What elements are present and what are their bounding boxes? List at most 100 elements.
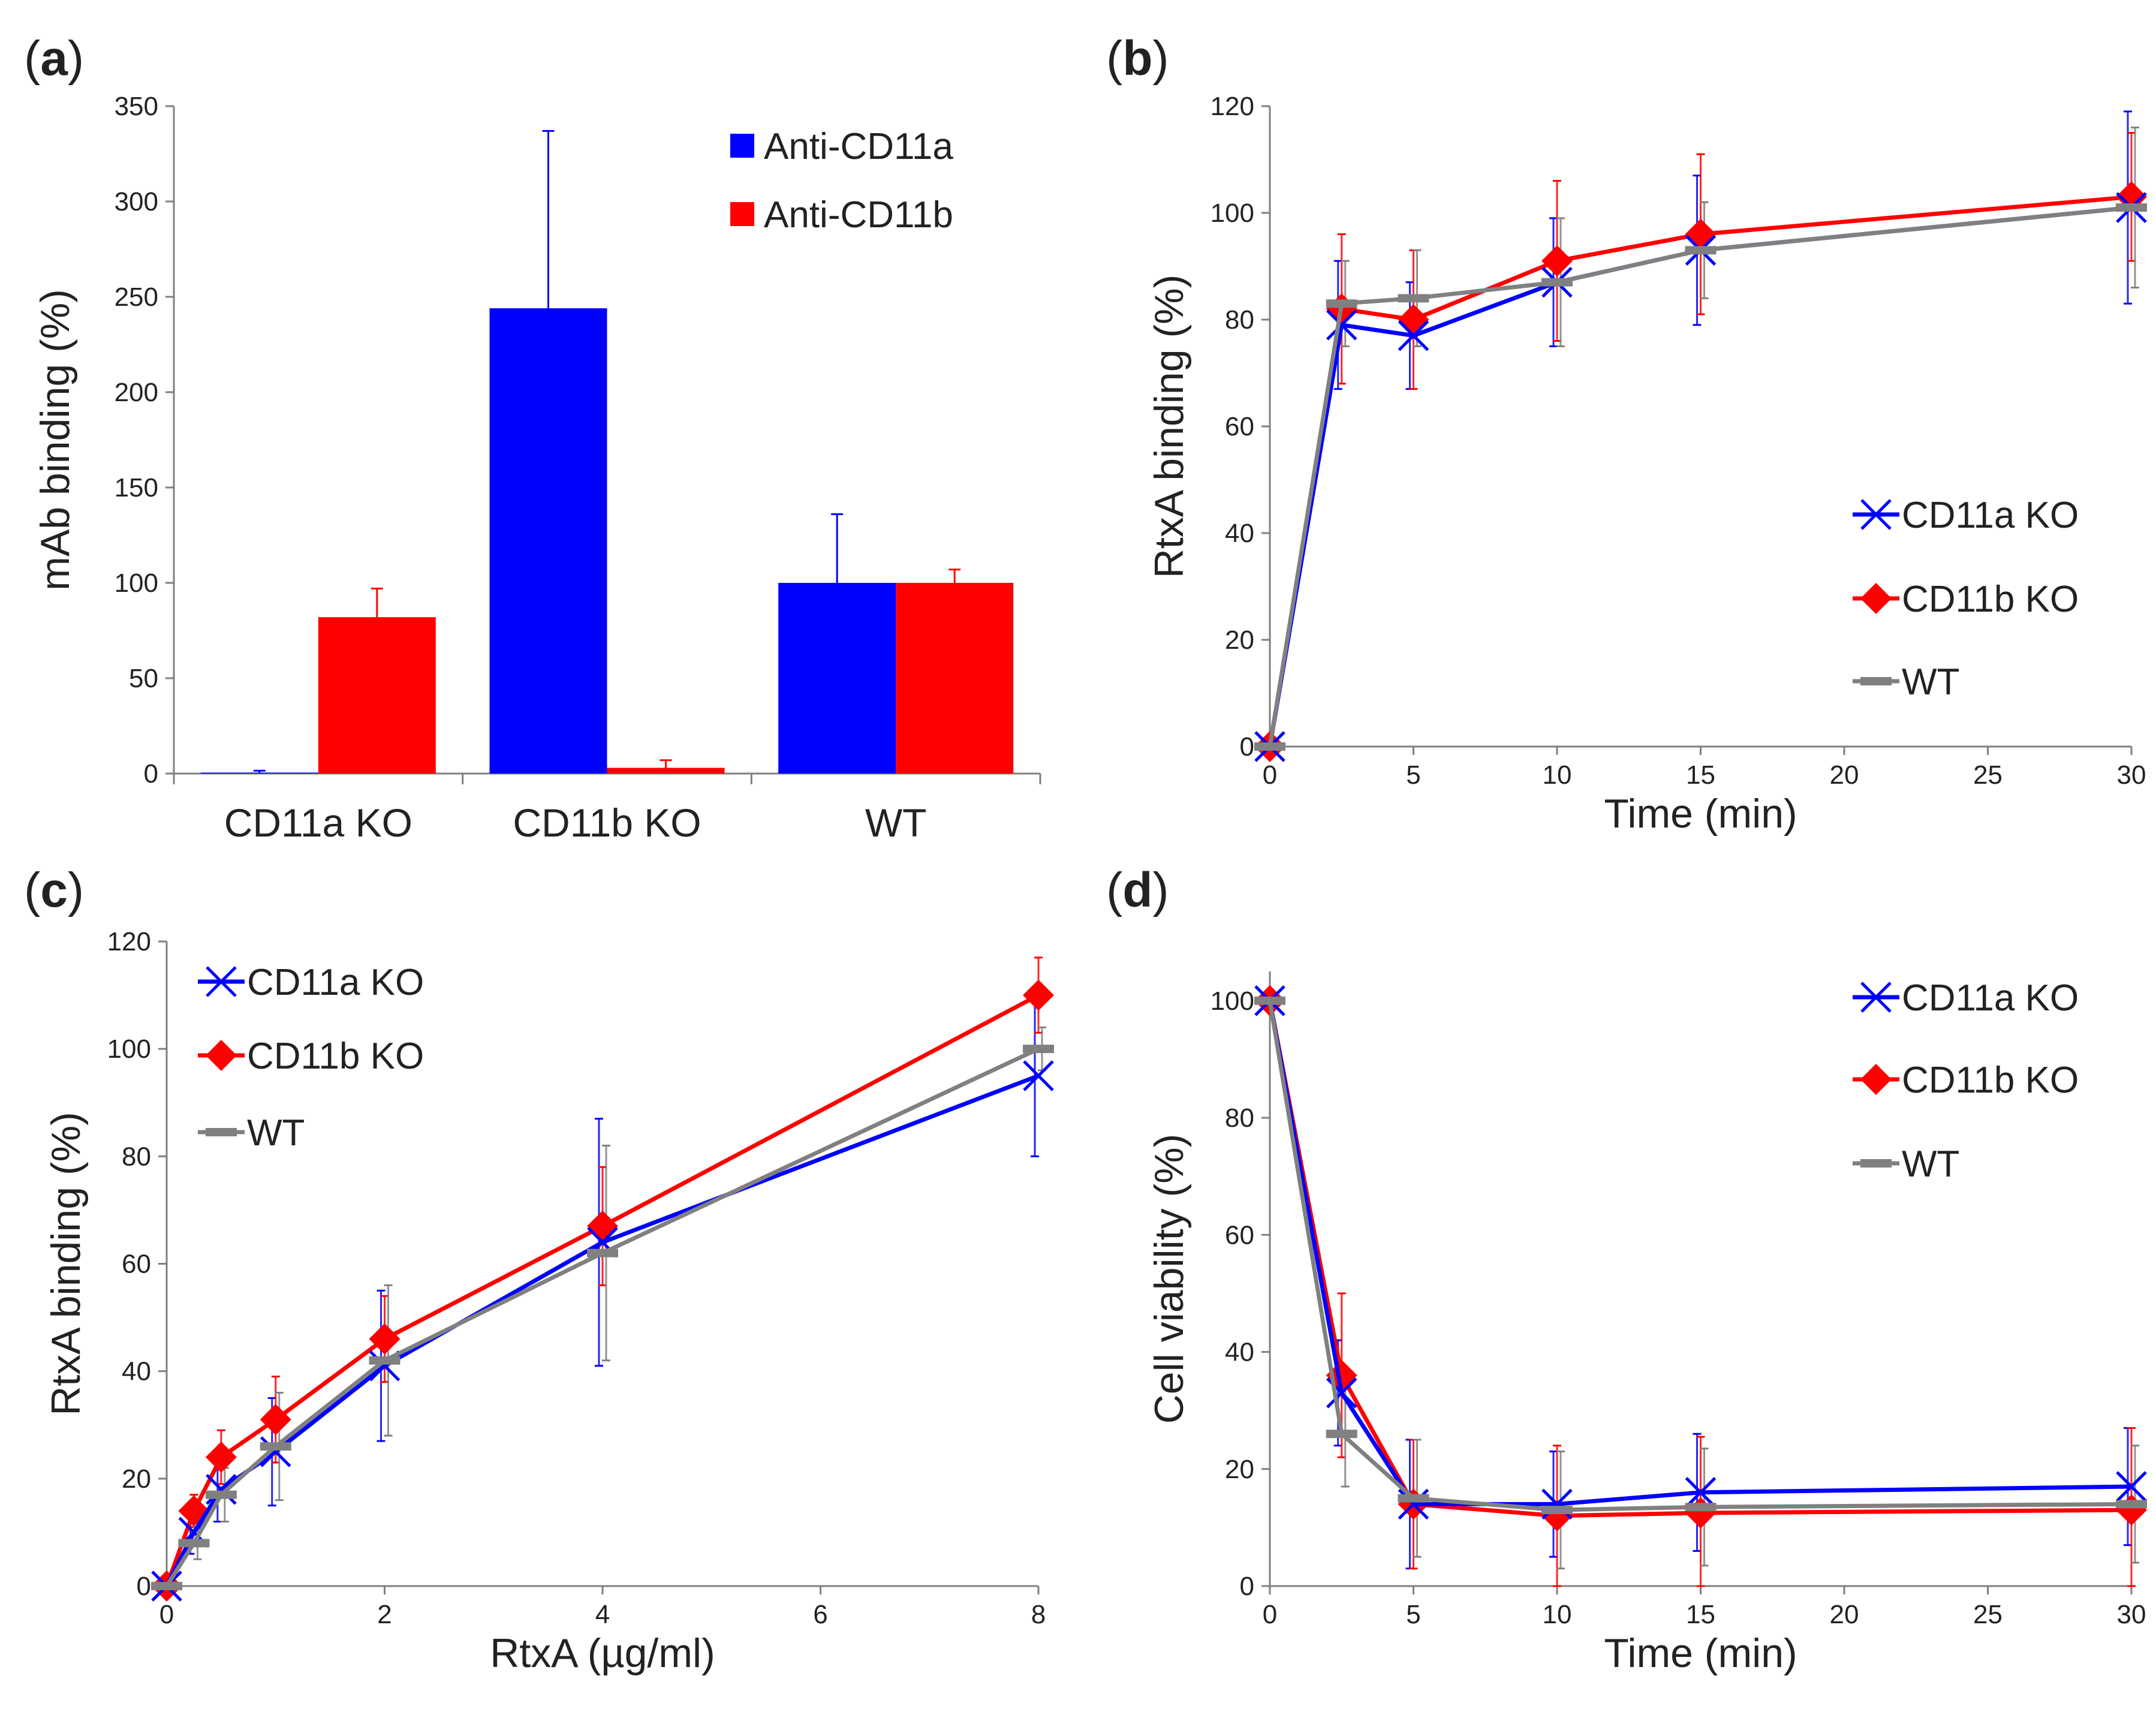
y-tick-label: 40: [1225, 1338, 1254, 1367]
marker-x: [1685, 1477, 1717, 1508]
y-tick-label: 60: [122, 1250, 151, 1279]
panel-label: (b): [1106, 31, 1169, 86]
bar: [896, 583, 1014, 774]
y-axis-title: mAb binding (%): [32, 289, 78, 591]
legend-label: CD11a KO: [1902, 977, 2079, 1019]
marker-x: [1326, 309, 1357, 341]
x-tick-label: 5: [1406, 1600, 1420, 1629]
x-tick-label: 20: [1830, 1600, 1859, 1629]
y-tick-label: 100: [1211, 986, 1254, 1016]
x-tick-label: 25: [1973, 760, 2003, 790]
y-axis-title: RtxA binding (%): [1146, 275, 1192, 578]
marker-dash: [260, 1442, 291, 1451]
x-axis-title: Time (min): [1604, 791, 1797, 837]
y-tick-label: 100: [1211, 198, 1254, 228]
y-tick-label: 250: [115, 282, 158, 312]
marker-x: [1023, 1060, 1054, 1091]
bar: [200, 772, 318, 774]
panel-label-paren: ): [68, 863, 84, 917]
category-label: CD11a KO: [224, 801, 412, 845]
series-line: [1267, 1000, 2132, 1512]
marker-dash: [1254, 996, 1285, 1005]
legend-label: WT: [1902, 661, 1959, 703]
marker-dash: [206, 1128, 237, 1136]
marker-dash: [587, 1248, 618, 1257]
y-tick-label: 80: [122, 1142, 151, 1171]
panel-c: (c) 0 20 40 60 80 100 120 RtxA binding (%) 0 2 4 6 8 R…: [24, 863, 1054, 1676]
panel-label: (d): [1106, 863, 1169, 917]
series-line: [1267, 1000, 2132, 1518]
y-tick-label: 0: [1240, 1572, 1254, 1601]
x-tick-label: 30: [2117, 760, 2146, 790]
marker-dash: [2116, 203, 2147, 212]
bar: [318, 617, 436, 774]
bar: [607, 768, 725, 774]
legend-label: WT: [247, 1112, 305, 1154]
marker-dash: [1398, 1494, 1429, 1503]
legend-label: Anti-CD11a: [764, 126, 953, 167]
marker-x: [260, 1436, 291, 1467]
y-tick-label: 80: [1225, 305, 1254, 335]
y-tick-label: 0: [137, 1572, 151, 1601]
panel-label: (a): [24, 31, 84, 86]
legend-swatch: [730, 202, 754, 226]
series-line: [1267, 205, 2132, 747]
y-tick-label: 150: [115, 473, 158, 503]
legend-label: Anti-CD11b: [764, 194, 953, 236]
series-line: [164, 993, 1040, 1587]
x-tick-label: 0: [1263, 1600, 1277, 1629]
marker-dash: [1860, 1159, 1892, 1168]
x-tick-label: 15: [1686, 760, 1715, 790]
panel-label-paren: (: [1106, 31, 1122, 86]
x-tick-label: 2: [377, 1600, 392, 1629]
x-tick-label: 25: [1973, 1600, 2003, 1629]
x-tick-label: 30: [2117, 1600, 2146, 1629]
marker-diamond: [587, 1210, 618, 1242]
marker-x: [1398, 320, 1429, 351]
bar: [489, 308, 607, 774]
marker-dash: [2116, 1500, 2147, 1509]
x-tick-label: 6: [813, 1600, 827, 1629]
x-tick-label: 20: [1830, 760, 1859, 790]
x-tick-label: 8: [1031, 1600, 1046, 1629]
x-axis-title: RtxA (µg/ml): [490, 1630, 715, 1676]
marker-diamond: [1023, 979, 1054, 1011]
marker-dash: [1860, 677, 1892, 685]
x-tick-label: 5: [1406, 760, 1420, 790]
marker-diamond: [1860, 1064, 1892, 1095]
marker-x: [1860, 499, 1892, 530]
panel-b: (b) 0 20 40 60 80 100 120 RtxA binding (%) 0 5 10 15…: [1106, 31, 2147, 837]
panel-label-paren: (: [24, 863, 40, 917]
marker-dash: [1023, 1045, 1054, 1054]
x-tick-label: 15: [1686, 1600, 1715, 1629]
legend-label: CD11b KO: [1902, 579, 2079, 620]
legend-swatch: [730, 134, 754, 158]
x-tick-label: 4: [595, 1600, 610, 1629]
y-tick-label: 100: [107, 1034, 151, 1064]
y-tick-label: 120: [107, 927, 151, 956]
marker-dash: [1254, 742, 1285, 751]
y-tick-label: 20: [1225, 625, 1254, 655]
marker-dash: [1541, 1506, 1573, 1515]
marker-diamond: [369, 1323, 401, 1355]
y-tick-label: 300: [115, 187, 158, 216]
y-tick-label: 20: [122, 1464, 151, 1494]
y-tick-label: 60: [1225, 412, 1254, 441]
x-tick-label: 10: [1543, 1600, 1572, 1629]
panel-label-letter: d: [1122, 863, 1152, 917]
legend-label: CD11a KO: [247, 962, 424, 1003]
y-tick-label: 40: [1225, 519, 1254, 548]
panel-label-paren: (: [1106, 863, 1122, 917]
y-tick-label: 120: [1211, 92, 1254, 121]
marker-diamond: [260, 1404, 291, 1436]
panel-label-paren: ): [1152, 863, 1169, 917]
marker-diamond: [1685, 218, 1717, 250]
panel-label-letter: c: [40, 863, 68, 917]
y-tick-label: 20: [1225, 1455, 1254, 1484]
marker-dash: [1541, 278, 1573, 287]
y-tick-label: 40: [122, 1357, 151, 1386]
y-tick-label: 50: [129, 664, 158, 693]
panel-d: (d) 0 20 40 60 80 100 Cell viability (%) 0 5 10 15 2…: [1106, 863, 2147, 1676]
marker-dash: [1398, 294, 1429, 303]
